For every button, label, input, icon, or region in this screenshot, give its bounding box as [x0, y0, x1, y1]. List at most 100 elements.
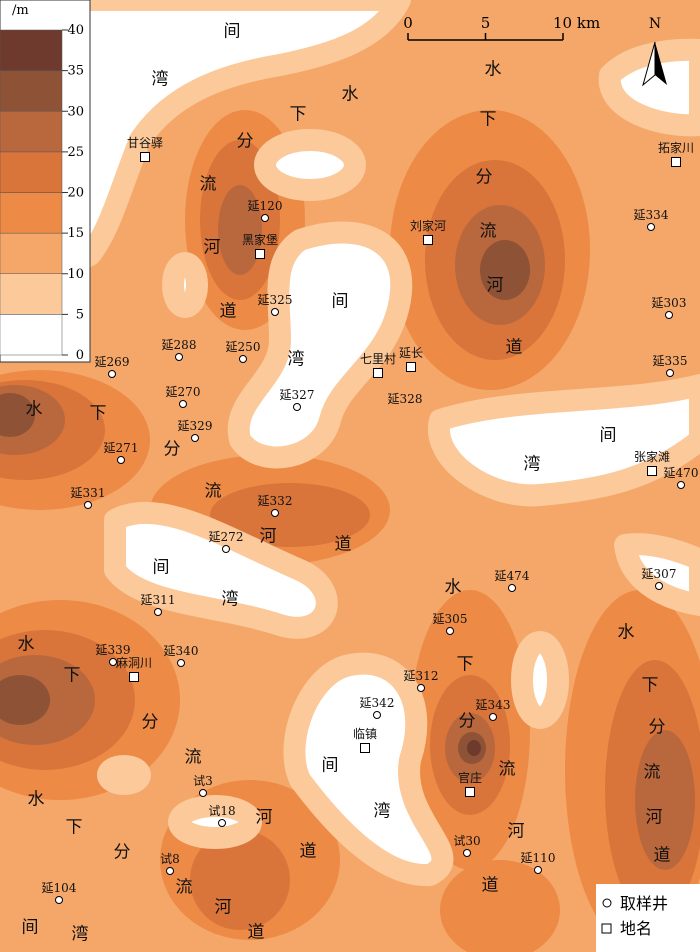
well-marker: [199, 789, 207, 797]
town-marker: [671, 157, 681, 167]
well-marker: [647, 223, 655, 231]
channel-label: 分: [142, 713, 159, 733]
channel-label: 道: [506, 338, 523, 358]
shape: [97, 755, 151, 795]
channel-label: 分: [649, 718, 666, 738]
shape: [0, 0, 411, 311]
channel-label: 间: [600, 426, 617, 446]
shape: [480, 240, 530, 300]
town-marker: [360, 743, 370, 753]
key-well-symbol: [602, 898, 612, 908]
channel-label: 流: [480, 222, 497, 242]
well-marker: [271, 308, 279, 316]
town-label: 刘家河: [410, 218, 446, 233]
scale-tick-label: 5: [481, 14, 491, 32]
well-marker: [154, 608, 162, 616]
well-marker: [665, 311, 673, 319]
channel-label: 下: [457, 655, 474, 675]
well-marker: [261, 214, 269, 222]
town-label: 甘谷驿: [127, 136, 163, 150]
well-label: 延327: [280, 388, 315, 402]
well-label: 试3: [193, 773, 213, 788]
town-marker: [373, 368, 383, 378]
legend-tick-label: 5: [76, 307, 84, 322]
scale-tick-label: 10 km: [553, 14, 600, 32]
well-marker: [508, 584, 516, 592]
key: 取样井 地名: [596, 884, 700, 952]
well-marker: [293, 403, 301, 411]
legend-tick-label: 35: [67, 64, 84, 79]
channel-label: 间: [322, 756, 339, 776]
well-label: 延332: [258, 494, 293, 508]
channel-label: 河: [260, 527, 277, 547]
well-marker: [108, 370, 116, 378]
shape: [0, 675, 50, 725]
legend-band: [0, 29, 63, 71]
channel-label: 河: [646, 808, 663, 828]
legend-tick-label: 25: [67, 145, 84, 160]
well-label: 延340: [164, 644, 199, 658]
well-label: 延110: [521, 851, 556, 865]
well-marker: [655, 582, 663, 590]
well-label: 延335: [653, 354, 688, 368]
channel-label: 流: [644, 763, 661, 783]
well-marker: [109, 658, 117, 666]
legend: /m 0 5 10 15 20 25 30 35 40: [0, 0, 91, 363]
well-label: 延342: [360, 696, 395, 710]
town-label: 七里村: [360, 352, 396, 366]
shape: [0, 393, 35, 437]
well-marker: [239, 355, 247, 363]
well-marker: [373, 711, 381, 719]
well-label: 延329: [178, 419, 213, 433]
channel-label: 间: [22, 918, 39, 938]
well-label: 延250: [226, 340, 261, 354]
channel-label: 分: [114, 843, 131, 863]
well-marker: [666, 369, 674, 377]
town-marker: [140, 152, 150, 162]
legend-band: [0, 70, 63, 112]
legend-tick-label: 20: [67, 186, 84, 201]
channel-label: 间: [153, 558, 170, 578]
channel-label: 水: [485, 60, 502, 80]
legend-band: [0, 192, 63, 234]
well-marker: [177, 659, 185, 667]
town-label: 临镇: [353, 727, 377, 741]
channel-label: 河: [508, 822, 525, 842]
well-label: 延269: [95, 355, 130, 369]
legend-band: [0, 314, 63, 356]
legend-band: [0, 273, 63, 315]
band-0-5: [0, 0, 700, 887]
scale-tick-label: 0: [403, 14, 413, 32]
well-label: 延271: [104, 441, 139, 455]
channel-label: 流: [185, 748, 202, 768]
channel-label: 下: [66, 818, 83, 838]
shape: [104, 501, 338, 639]
channel-label: 下: [480, 110, 497, 130]
channel-label: 水: [18, 635, 35, 655]
well-label: 延120: [248, 199, 283, 213]
channel-label: 河: [256, 808, 273, 828]
well-marker: [55, 896, 63, 904]
key-town: 地名: [620, 919, 652, 938]
channel-label: 下: [90, 404, 107, 424]
channel-label: 河: [487, 276, 504, 296]
channel-label: 水: [342, 85, 359, 105]
well-label: 延272: [209, 530, 244, 544]
channel-label: 道: [335, 535, 352, 555]
channel-label: 水: [28, 790, 45, 810]
legend-band: [0, 111, 63, 153]
channel-label: 间: [224, 22, 241, 42]
shape: [440, 860, 560, 952]
band-35-40: [467, 740, 481, 756]
shape: [190, 830, 290, 930]
north-arrow-right: [655, 42, 667, 85]
well-marker: [446, 627, 454, 635]
well-label: 试8: [160, 851, 180, 866]
channel-label: 分: [476, 168, 493, 188]
legend-tick-label: 15: [67, 226, 84, 241]
well-label: 延305: [433, 612, 468, 626]
well-label: 延288: [162, 338, 197, 352]
channel-label: 湾: [524, 455, 541, 475]
legend-band: [0, 232, 63, 274]
